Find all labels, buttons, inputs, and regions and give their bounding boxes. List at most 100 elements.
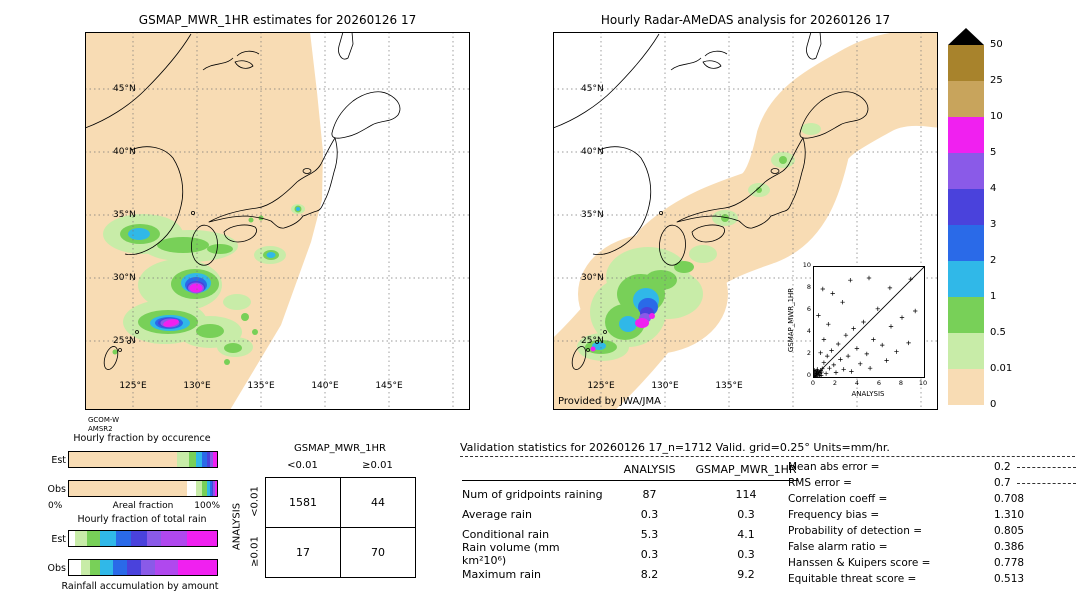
bar-segment bbox=[116, 531, 132, 546]
lon-tick-label: 125°E bbox=[587, 381, 615, 391]
inset-x-tick: 6 bbox=[876, 379, 882, 387]
stat-row-label: Conditional rain bbox=[462, 527, 550, 541]
gsmap-value: 0.3 bbox=[737, 547, 755, 561]
contingency-cell-nn: 1581 bbox=[266, 478, 341, 528]
areal-axis-max: 100% bbox=[194, 501, 220, 511]
colorbar-tick-label: 4 bbox=[990, 183, 997, 194]
obs-total-rain-bar bbox=[68, 559, 218, 576]
contingency-grid: 1581 44 17 70 bbox=[265, 477, 416, 578]
stat-table-row: Maximum rain 8.2 9.2 bbox=[462, 564, 802, 584]
bar-segment bbox=[147, 531, 161, 546]
right-map-title: Hourly Radar-AMeDAS analysis for 2026012… bbox=[600, 13, 891, 27]
summary-stat-row: Mean abs error = 0.2 bbox=[788, 459, 1076, 475]
bar-segment bbox=[141, 560, 155, 575]
gsmap-value: 0.3 bbox=[737, 507, 755, 521]
contingency-table: GSMAP_MWR_1HR <0.01 ≥0.01 ANALYSIS <0.01… bbox=[215, 440, 425, 600]
est-row-label: Est bbox=[51, 455, 66, 466]
inset-y-tick: 6 bbox=[806, 305, 811, 313]
scatter-inset: GSMAP_MWR_1HR 0 2 4 6 8 10 0 2 4 6 8 10 ANALYSIS bbox=[781, 258, 933, 408]
validation-table-rows: Num of gridpoints raining 87 114 Average ra… bbox=[462, 484, 802, 584]
stat-value: 1.310 bbox=[994, 509, 1025, 521]
inset-x-tick: 8 bbox=[898, 379, 904, 387]
est-occurrence-bar bbox=[68, 451, 218, 468]
colorbar-band bbox=[948, 261, 984, 297]
stat-table-row: Conditional rain 5.3 4.1 bbox=[462, 524, 802, 544]
lon-tick-label: 125°E bbox=[119, 381, 147, 391]
radar-analysis-map: GSMAP_MWR_1HR 0 2 4 6 8 10 0 2 4 6 8 10 ANALYSIS P… bbox=[553, 32, 938, 410]
stat-label: Probability of detection = bbox=[788, 525, 923, 537]
stat-row-label: Maximum rain bbox=[462, 567, 541, 581]
bar-segment bbox=[188, 452, 197, 467]
inset-y-tick: 2 bbox=[806, 349, 811, 357]
analysis-value: 87 bbox=[642, 487, 657, 501]
summary-stat-row: False alarm ratio = 0.386 bbox=[788, 539, 1076, 555]
inset-scatter-graphic bbox=[812, 266, 925, 379]
bar-segment bbox=[209, 452, 213, 467]
bar-segment bbox=[154, 560, 179, 575]
stat-value: 0.386 bbox=[994, 541, 1025, 553]
stat-label: Correlation coeff = bbox=[788, 493, 888, 505]
bar-segment bbox=[74, 531, 87, 546]
validation-title: Validation statistics for 20260126 17_n=… bbox=[460, 441, 890, 454]
colorbar-tick-label: 10 bbox=[990, 111, 1003, 122]
lat-tick-label: 30°N bbox=[581, 273, 604, 283]
bar-segment bbox=[196, 452, 203, 467]
total-rain-chart-title: Hourly fraction of total rain bbox=[77, 514, 207, 525]
inset-y-axis-label: GSMAP_MWR_1HR bbox=[787, 287, 795, 353]
analysis-value: 0.3 bbox=[640, 547, 659, 561]
bar-segment bbox=[69, 481, 188, 496]
colorbar-tick-label: 2 bbox=[990, 255, 997, 266]
bar-segment bbox=[86, 531, 101, 546]
colorbar-band bbox=[948, 369, 984, 405]
stat-value: 0.805 bbox=[994, 525, 1025, 537]
obs-occurrence-bar bbox=[68, 480, 218, 497]
lat-tick-label: 25°N bbox=[581, 336, 604, 346]
dashed-rule bbox=[460, 456, 1075, 457]
colorbar-band bbox=[948, 297, 984, 333]
bar-segment bbox=[215, 481, 217, 496]
gsmap-value: 4.1 bbox=[737, 527, 755, 541]
bar-segment bbox=[211, 481, 214, 496]
bar-segment bbox=[187, 481, 197, 496]
summary-stat-row: Equitable threat score = 0.513 bbox=[788, 571, 1076, 587]
summary-stat-row: Frequency bias = 1.310 bbox=[788, 507, 1076, 523]
colorbar-over-range-triangle-icon bbox=[948, 28, 984, 45]
bar-segment bbox=[69, 452, 178, 467]
stat-value: 0.7 bbox=[994, 477, 1011, 489]
gsmap-map-graphic bbox=[85, 32, 470, 410]
lat-tick-label: 45°N bbox=[113, 84, 136, 94]
est-row-label: Est bbox=[51, 534, 66, 545]
stat-label: Frequency bias = bbox=[788, 509, 880, 521]
analysis-column-header: ANALYSIS bbox=[623, 463, 676, 476]
lat-tick-label: 25°N bbox=[113, 336, 136, 346]
bar-segment bbox=[212, 452, 217, 467]
colorbar-tick-label: 25 bbox=[990, 75, 1003, 86]
inset-x-tick: 0 bbox=[810, 379, 816, 387]
gsmap-estimates-map: 125°E 130°E 135°E 140°E 145°E 45°N 40°N 35°N 30°… bbox=[85, 32, 470, 410]
left-map-title: GSMAP_MWR_1HR estimates for 20260126 17 bbox=[138, 13, 417, 27]
instrument-name: AMSR2 bbox=[88, 424, 113, 433]
colorbar: 50 25 10 5 4 3 2 1 0.5 0.01 0 bbox=[948, 28, 1043, 428]
bar-segment bbox=[69, 531, 75, 546]
contingency-cell-yn: 17 bbox=[266, 528, 341, 578]
stat-label: Mean abs error = bbox=[788, 461, 880, 473]
colorbar-band bbox=[948, 81, 984, 117]
summary-stat-row: Hanssen & Kuipers score = 0.778 bbox=[788, 555, 1076, 571]
gsmap-value: 114 bbox=[735, 487, 757, 501]
inset-y-tick: 0 bbox=[806, 371, 811, 379]
colorbar-tick-label: 50 bbox=[990, 39, 1003, 50]
summary-stat-row: RMS error = 0.7 bbox=[788, 475, 1076, 491]
lon-tick-label: 130°E bbox=[651, 381, 679, 391]
bar-segment bbox=[69, 560, 81, 575]
obs-row-label: Obs bbox=[47, 484, 66, 495]
precipitation-blobs-right bbox=[577, 123, 821, 361]
bar-segment bbox=[160, 531, 188, 546]
col-label-below-threshold: <0.01 bbox=[287, 460, 318, 471]
bar-segment bbox=[113, 560, 127, 575]
bar-segment bbox=[177, 452, 189, 467]
bar-segment bbox=[131, 531, 148, 546]
sensor-note: GCOM-W AMSR2 bbox=[88, 416, 119, 434]
inset-plot-area bbox=[812, 266, 925, 379]
dashed-rule bbox=[1016, 482, 1076, 484]
